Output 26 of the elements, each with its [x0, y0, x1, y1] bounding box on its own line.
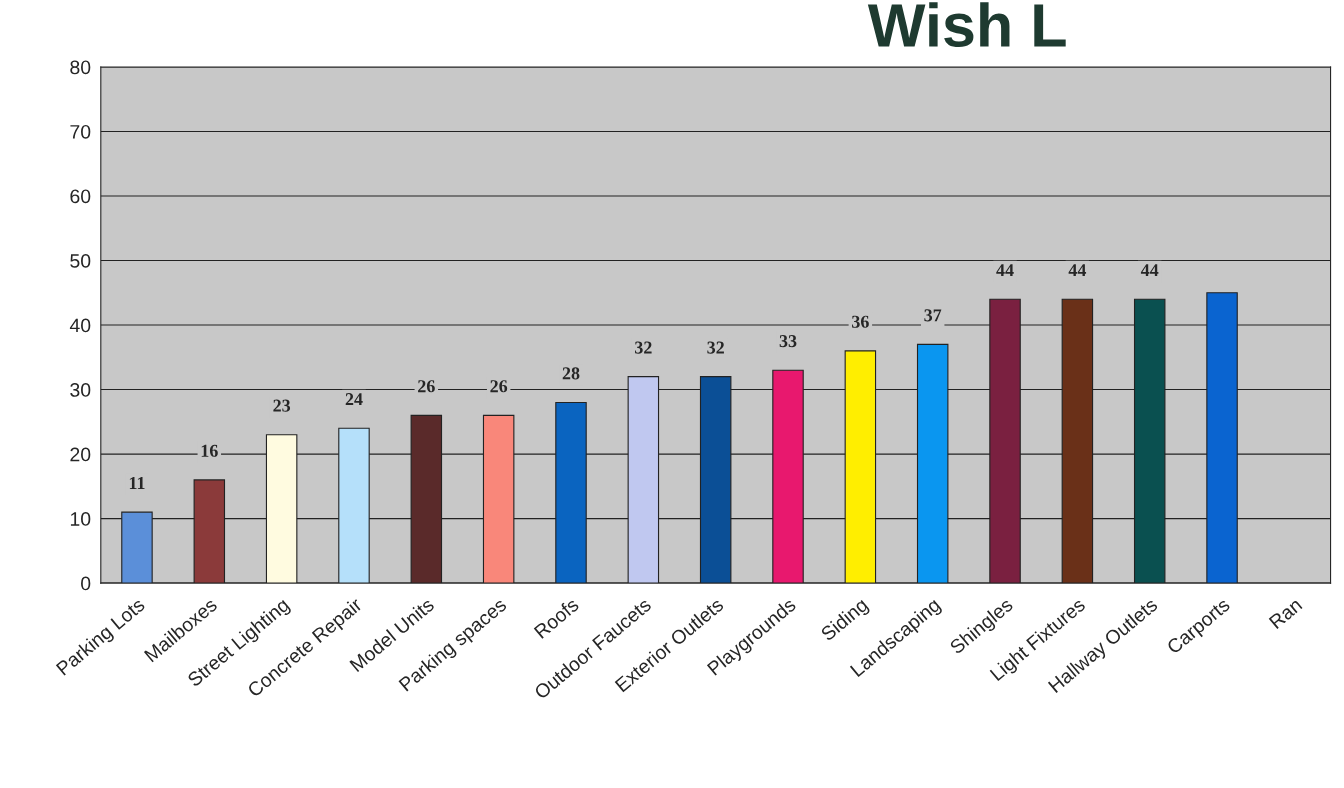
data-label: 44 [1068, 264, 1087, 277]
y-tick-label: 60 [70, 189, 91, 204]
data-label: 28 [562, 367, 580, 380]
data-label: 33 [779, 335, 797, 348]
x-tick-label: Ran [1268, 597, 1303, 630]
data-label: 32 [634, 341, 652, 354]
y-tick-label: 70 [70, 124, 91, 139]
data-label: 44 [996, 264, 1014, 277]
y-tick-label: 40 [69, 318, 91, 333]
y-tick-label: 30 [70, 383, 91, 397]
data-label: 37 [924, 309, 942, 322]
chart-title: Wish L [867, 2, 1066, 48]
data-label: 11 [129, 477, 145, 489]
data-label: 32 [707, 341, 724, 354]
data-label: 16 [201, 444, 218, 457]
y-tick-label: 80 [70, 60, 91, 75]
data-label: 26 [418, 380, 435, 393]
data-label: 24 [345, 393, 363, 406]
y-tick-label: 20 [70, 447, 91, 462]
data-label: 26 [490, 380, 508, 393]
y-tick-label: 10 [70, 512, 91, 526]
data-label: 36 [852, 315, 869, 328]
data-label: 44 [1140, 264, 1159, 277]
y-tick-label: 50 [70, 254, 91, 268]
data-label: 23 [273, 399, 291, 412]
y-tick-label: 0 [81, 576, 91, 591]
